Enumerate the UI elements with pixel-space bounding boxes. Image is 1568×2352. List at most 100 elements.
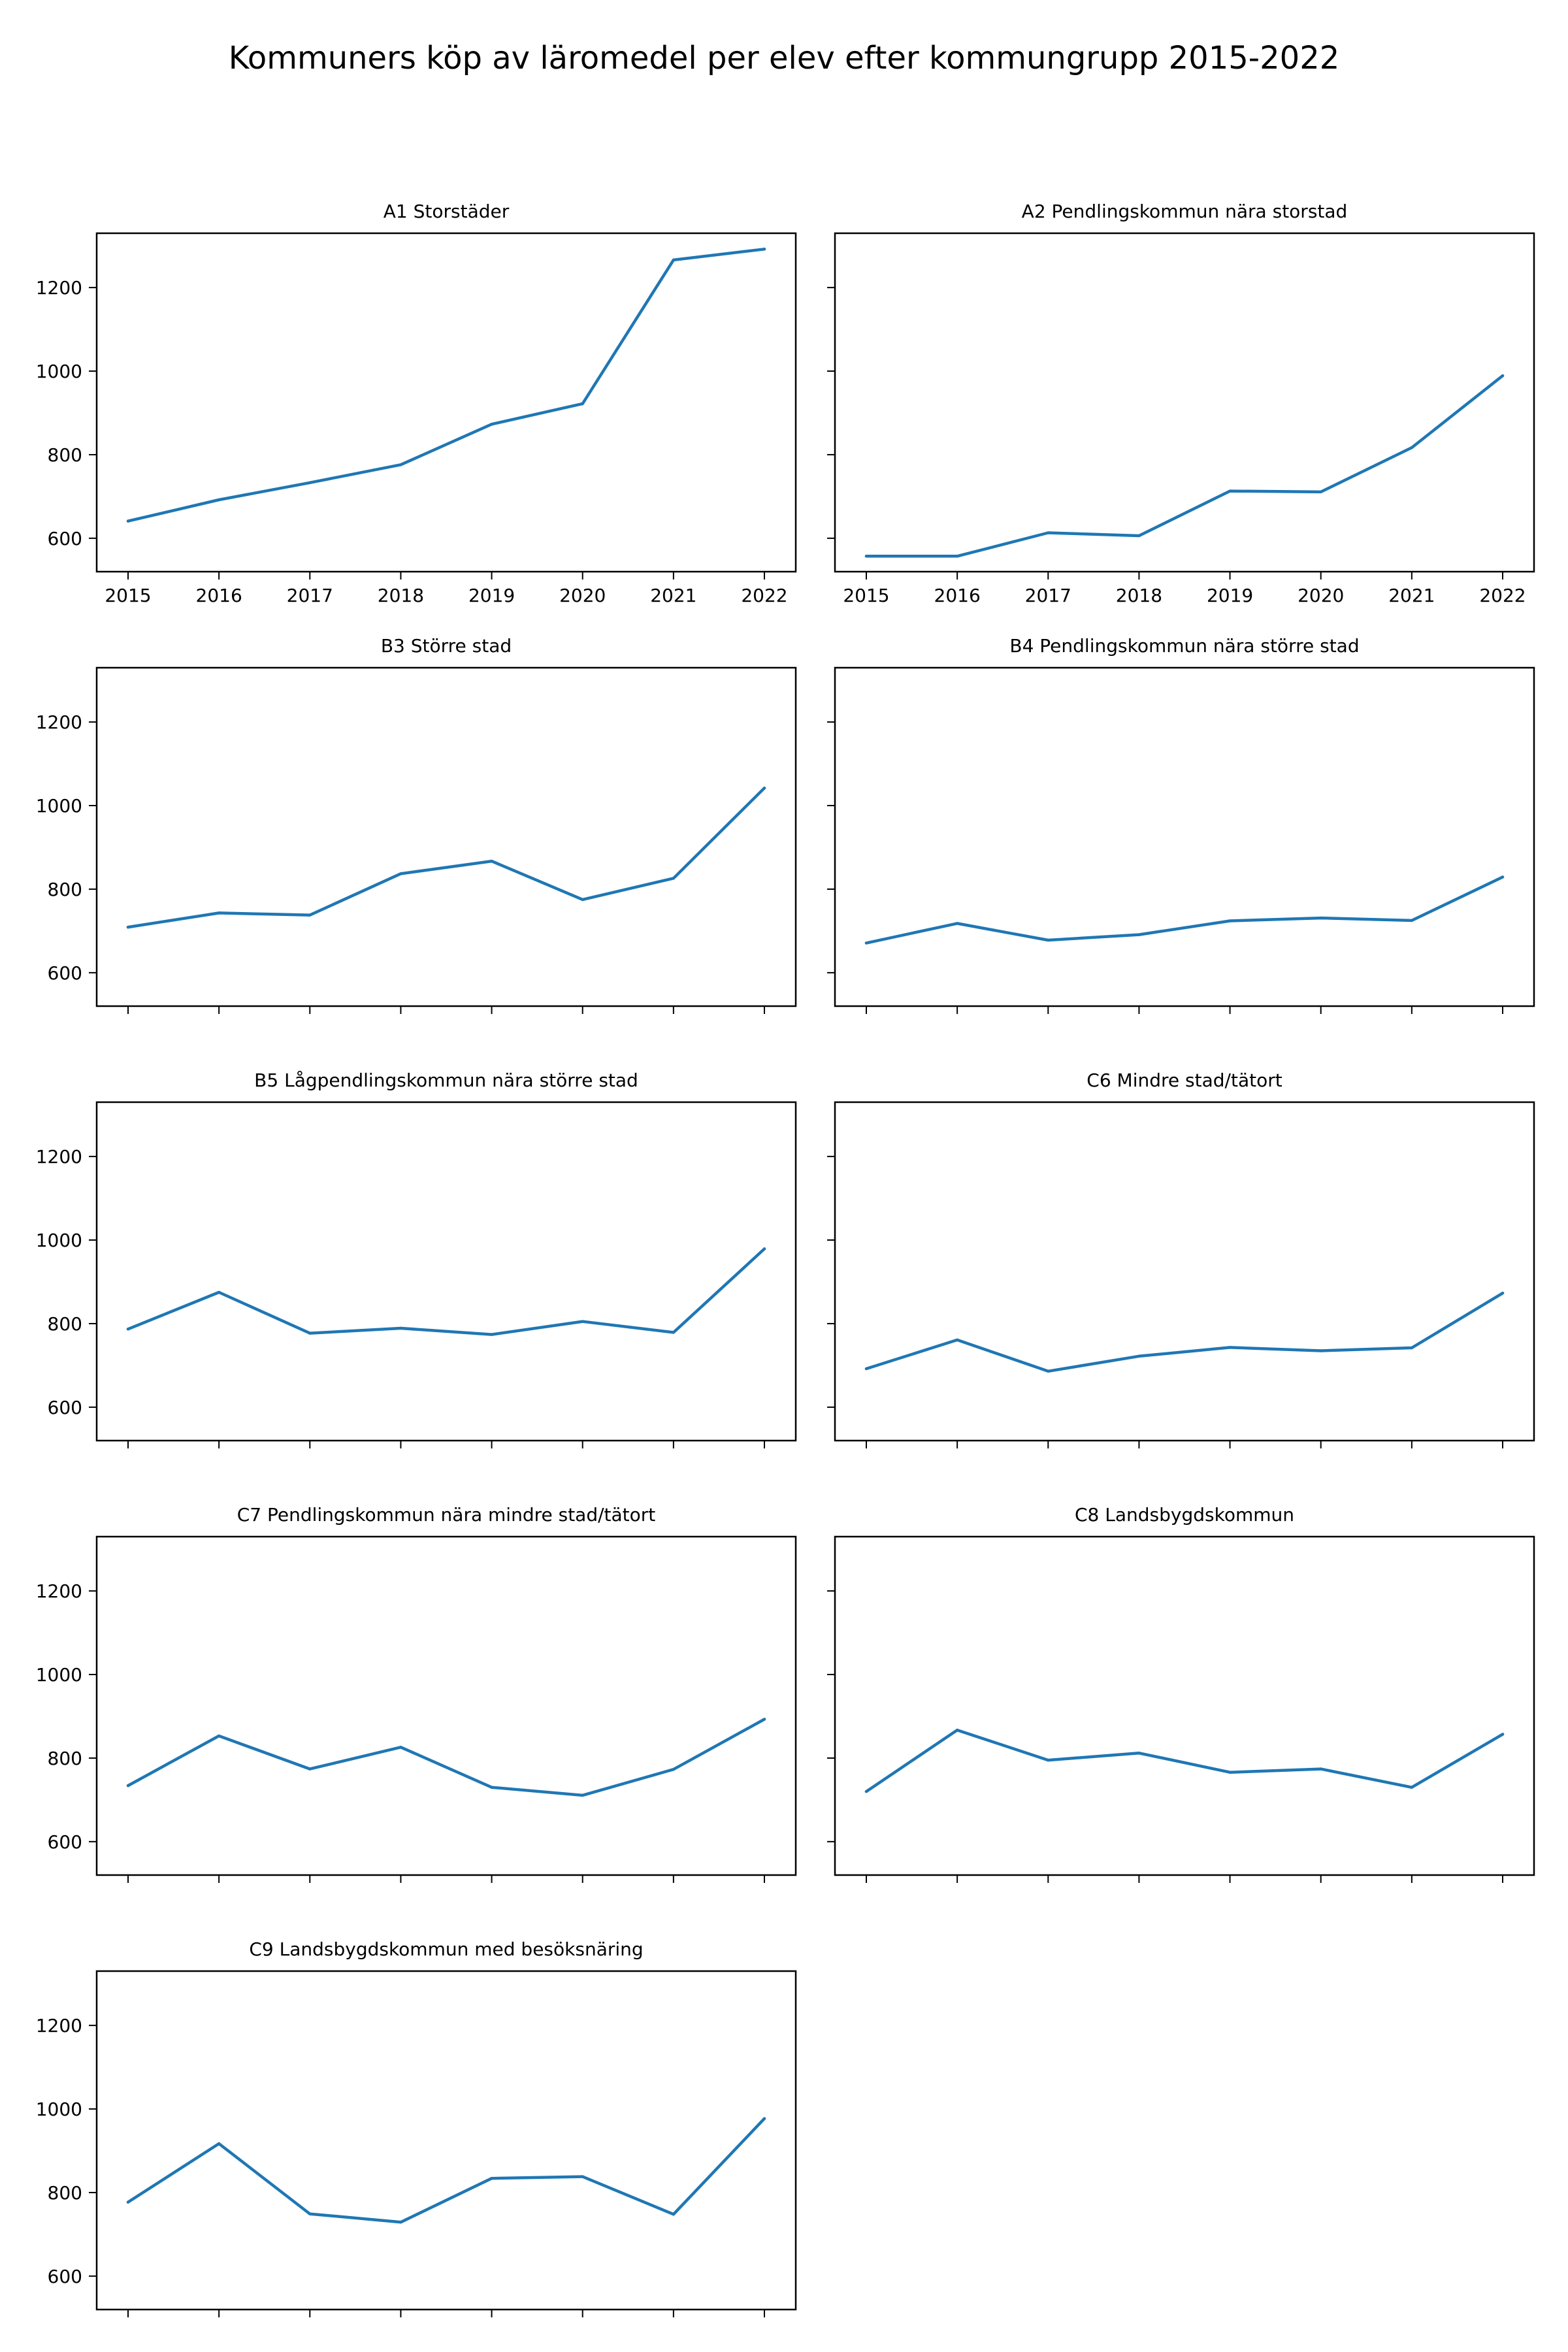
- data-point: [672, 1331, 676, 1334]
- x-tick-label: 2020: [559, 585, 606, 606]
- data-point: [955, 1728, 959, 1732]
- x-tick-label: 2020: [1298, 585, 1344, 606]
- panel-1: A1 Storstäder 600 800 1000 1200 2015 2016 2017 2…: [36, 201, 797, 606]
- panel-5: B5 Lågpendlingskommun nära större stad 60…: [36, 1070, 797, 1448]
- data-point: [762, 1718, 766, 1721]
- data-point: [217, 911, 221, 915]
- plot-frame: [95, 1535, 797, 1876]
- panel-9: C9 Landsbygdskommun med besöksnäring 600 8…: [36, 1938, 797, 2317]
- data-point: [490, 423, 493, 426]
- x-tick-label: 2017: [1025, 585, 1071, 606]
- data-point: [1137, 933, 1141, 936]
- panel-title: A2 Pendlingskommun nära storstad: [1022, 201, 1348, 222]
- y-tick-label: 1200: [36, 1580, 82, 1602]
- data-point: [1319, 916, 1322, 920]
- data-point: [672, 1768, 676, 1771]
- y-tick-label: 600: [48, 528, 82, 549]
- data-point: [399, 1746, 402, 1749]
- panel-4: B4 Pendlingskommun nära större stad: [827, 635, 1535, 1014]
- data-point: [1501, 875, 1505, 879]
- data-point: [217, 1290, 221, 1294]
- y-tick-label: 1000: [36, 361, 82, 382]
- x-tick-label: 2021: [650, 585, 696, 606]
- plot-frame: [834, 232, 1535, 573]
- series-line: [864, 374, 1505, 558]
- y-tick-label: 1000: [36, 1230, 82, 1251]
- data-point: [308, 2212, 312, 2215]
- data-point: [1319, 1767, 1322, 1771]
- data-point: [126, 925, 130, 929]
- data-point: [308, 1331, 312, 1335]
- x-tick-label: 2018: [378, 585, 424, 606]
- x-tick-label: 2016: [196, 585, 242, 606]
- data-point: [762, 2117, 766, 2120]
- series-line: [864, 1728, 1505, 1793]
- data-point: [1501, 1733, 1505, 1736]
- x-tick-label: 2016: [934, 585, 981, 606]
- y-tick-label: 1000: [36, 1664, 82, 1686]
- data-point: [581, 1793, 584, 1797]
- plot-frame: [834, 1101, 1535, 1442]
- panel-title: C6 Mindre stad/tätort: [1086, 1070, 1282, 1091]
- plot-frame: [95, 666, 797, 1007]
- data-point: [217, 1734, 221, 1738]
- data-point: [864, 941, 868, 945]
- data-point: [1501, 1292, 1505, 1295]
- y-tick-label: 1000: [36, 795, 82, 817]
- x-tick-label: 2018: [1116, 585, 1162, 606]
- plot-frame: [95, 1970, 797, 2311]
- data-point: [1137, 1752, 1141, 1755]
- data-point: [1319, 1349, 1322, 1352]
- x-tick-label: 2019: [468, 585, 515, 606]
- data-point: [1047, 531, 1050, 534]
- data-point: [672, 877, 676, 880]
- data-point: [399, 463, 402, 466]
- data-point: [1228, 1771, 1232, 1774]
- y-tick-label: 600: [48, 962, 82, 984]
- y-tick-label: 1200: [36, 711, 82, 733]
- panels: A1 Storstäder 600 800 1000 1200 2015 2016 2017 2…: [36, 201, 1535, 2317]
- x-tick-label: 2015: [843, 585, 889, 606]
- panel-3: B3 Större stad 600 800 1000 1200: [36, 635, 797, 1014]
- plot-frame: [95, 1101, 797, 1442]
- x-tick-label: 2015: [105, 585, 151, 606]
- y-tick-label: 600: [48, 1397, 82, 1418]
- plot-frame: [95, 232, 797, 573]
- data-point: [1410, 1786, 1414, 1789]
- y-tick-label: 600: [48, 1831, 82, 1853]
- data-point: [1410, 919, 1414, 923]
- data-point: [1228, 489, 1232, 493]
- series-line: [864, 1292, 1505, 1373]
- panel-title: B3 Större stad: [381, 635, 512, 657]
- panel-8: C8 Landsbygdskommun: [827, 1504, 1535, 1883]
- series-line: [126, 1247, 766, 1336]
- y-tick-label: 800: [48, 879, 82, 900]
- data-point: [1137, 534, 1141, 538]
- y-tick-label: 600: [48, 2266, 82, 2287]
- panel-6: C6 Mindre stad/tätort: [827, 1070, 1535, 1448]
- data-point: [955, 922, 959, 925]
- x-tick-label: 2022: [741, 585, 787, 606]
- data-point: [1047, 1369, 1050, 1373]
- data-point: [126, 2200, 130, 2204]
- data-point: [864, 1367, 868, 1371]
- data-point: [1047, 938, 1050, 942]
- y-tick-label: 800: [48, 1748, 82, 1769]
- data-point: [399, 2221, 402, 2224]
- y-tick-label: 1200: [36, 1146, 82, 1168]
- data-point: [490, 859, 493, 863]
- y-tick-label: 800: [48, 2182, 82, 2204]
- panel-2: A2 Pendlingskommun nära storstad 2015 2016…: [827, 201, 1535, 606]
- plot-frame: [834, 1535, 1535, 1876]
- data-point: [1228, 919, 1232, 923]
- data-point: [955, 1338, 959, 1342]
- series-line: [126, 786, 766, 929]
- data-point: [399, 1326, 402, 1330]
- data-point: [308, 913, 312, 917]
- x-tick-label: 2017: [287, 585, 333, 606]
- x-tick-label: 2022: [1479, 585, 1526, 606]
- data-point: [490, 2176, 493, 2180]
- data-point: [1047, 1758, 1050, 1762]
- panel-title: A1 Storstäder: [384, 201, 510, 222]
